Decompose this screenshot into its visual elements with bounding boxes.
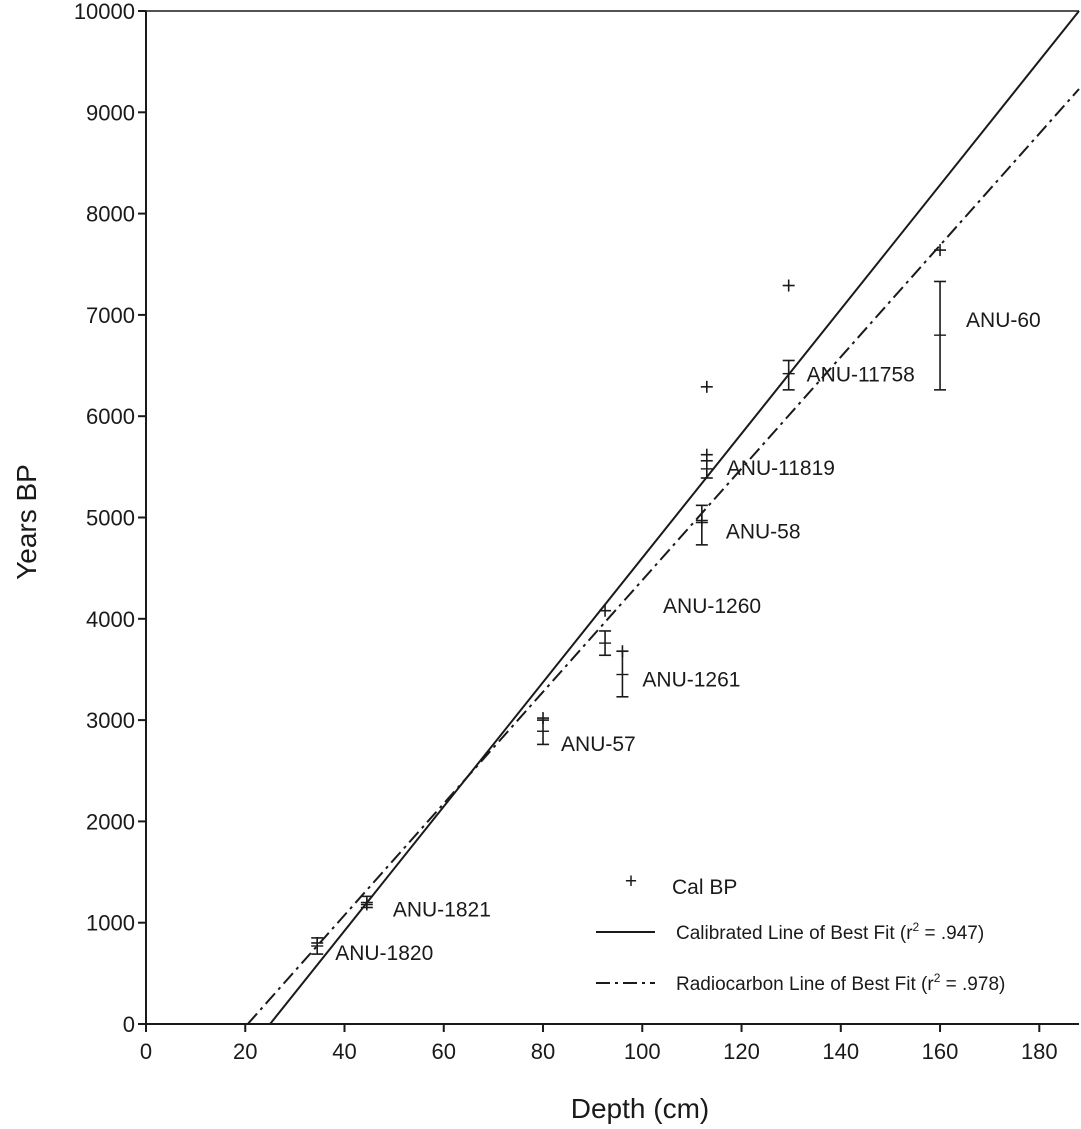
error-bar [700, 459, 713, 479]
x-tick-label: 180 [1021, 1039, 1058, 1064]
y-tick-label: 3000 [86, 708, 135, 733]
x-tick-label: 160 [922, 1039, 959, 1064]
date-label: ANU-57 [561, 733, 636, 756]
error-bar [782, 359, 795, 391]
legend: + Cal BP Calibrated Line of Best Fit (r2… [596, 870, 1005, 995]
date-label: ANU-58 [726, 521, 801, 544]
legend-radiocarbon-equals: = [940, 974, 962, 995]
y-tick-label: 4000 [86, 607, 135, 632]
x-tick-label: 60 [432, 1039, 456, 1064]
cal-bp-point [934, 244, 947, 257]
y-tick-label: 2000 [86, 809, 135, 834]
calibrated-fit-line [269, 10, 1080, 1025]
fit-lines [246, 10, 1080, 1025]
cal-bp-point [311, 936, 324, 949]
legend-calibrated-text: Calibrated Line of Best Fit (r [676, 923, 913, 944]
date-label: ANU-11758 [807, 364, 915, 387]
legend-radiocarbon-r2: .978) [962, 974, 1005, 995]
x-tick-label: 140 [822, 1039, 859, 1064]
legend-radiocarbon-label: Radiocarbon Line of Best Fit (r2 = .978) [676, 971, 1005, 995]
cal-bp-points [311, 244, 947, 949]
date-labels: ANU-1820 ANU-1821 ANU-57 ANU-1260 ANU-1261 AN… [335, 309, 1041, 965]
error-bar [616, 650, 629, 698]
y-tick-label: 10000 [74, 0, 135, 24]
x-tick-label: 0 [140, 1039, 152, 1064]
legend-calibrated-r2: .947) [941, 923, 984, 944]
legend-radiocarbon-text: Radiocarbon Line of Best Fit (r [676, 974, 934, 995]
x-tick-label: 120 [723, 1039, 760, 1064]
legend-calibrated-equals: = [919, 923, 941, 944]
axis-ticks: 0 20 40 60 80 100 120 140 160 180 0 1000 2000 3000 400… [74, 0, 1058, 1064]
legend-calibrated-superscript: 2 [913, 920, 920, 934]
legend-cal-bp-marker: + [625, 870, 637, 893]
legend-radiocarbon-superscript: 2 [934, 971, 941, 985]
date-label: ANU-1820 [335, 942, 433, 965]
axes [145, 10, 1079, 1025]
y-tick-label: 9000 [86, 100, 135, 125]
x-tick-label: 100 [624, 1039, 661, 1064]
date-label: ANU-11819 [727, 457, 835, 480]
radiocarbon-fit-line [246, 88, 1080, 1025]
cal-bp-point [782, 279, 795, 292]
legend-cal-bp-label: Cal BP [672, 876, 737, 899]
cal-bp-point [700, 380, 713, 393]
cal-bp-point [700, 448, 713, 461]
date-label: ANU-1821 [393, 898, 491, 921]
y-tick-label: 8000 [86, 202, 135, 227]
date-label: ANU-1260 [663, 595, 761, 618]
y-tick-label: 6000 [86, 404, 135, 429]
cal-bp-point [537, 712, 550, 725]
y-axis-title: Years BP [11, 464, 42, 580]
cal-bp-point [695, 514, 708, 527]
cal-bp-point [616, 645, 629, 658]
x-tick-label: 40 [332, 1039, 356, 1064]
y-tick-label: 5000 [86, 506, 135, 531]
x-tick-label: 20 [233, 1039, 257, 1064]
y-tick-label: 0 [123, 1012, 135, 1037]
error-bar [599, 630, 612, 657]
error-bar [934, 280, 947, 391]
date-label: ANU-60 [966, 309, 1041, 332]
cal-bp-point [360, 898, 373, 911]
y-tick-label: 7000 [86, 303, 135, 328]
y-tick-label: 1000 [86, 911, 135, 936]
date-label: ANU-1261 [642, 669, 740, 692]
x-tick-label: 80 [531, 1039, 555, 1064]
legend-calibrated-label: Calibrated Line of Best Fit (r2 = .947) [676, 920, 984, 944]
x-axis-title: Depth (cm) [571, 1093, 709, 1124]
cal-bp-point [599, 604, 612, 617]
